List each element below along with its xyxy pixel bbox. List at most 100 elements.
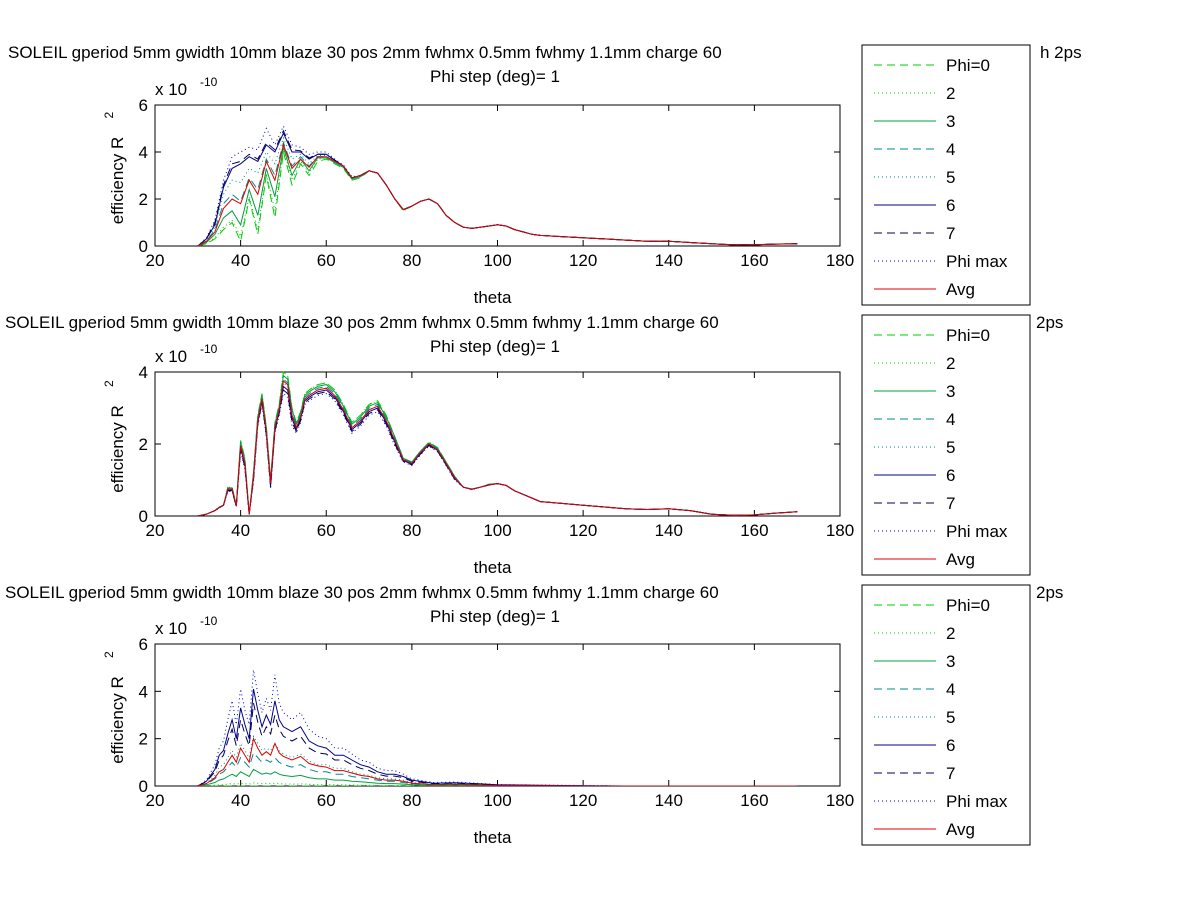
scale-exponent: -10 xyxy=(200,342,218,356)
series-line-avg xyxy=(197,143,798,246)
legend-entry-label: 7 xyxy=(946,764,955,783)
y-tick-label: 6 xyxy=(139,96,148,115)
y-axis-label: efficiency R xyxy=(108,137,127,225)
x-tick-label: 60 xyxy=(317,521,336,540)
x-axis-label: theta xyxy=(474,288,512,307)
x-tick-label: 100 xyxy=(483,791,511,810)
legend-entry-label: 6 xyxy=(946,196,955,215)
legend-entry-label: Phi=0 xyxy=(946,596,990,615)
x-axis-label: theta xyxy=(474,558,512,577)
scale-exponent: -10 xyxy=(200,614,218,628)
chart-title: SOLEIL gperiod 5mm gwidth 10mm blaze 30 … xyxy=(5,313,719,332)
legend-entry-label: 6 xyxy=(946,736,955,755)
x-tick-label: 80 xyxy=(402,791,421,810)
legend-entry-label: 2 xyxy=(946,84,955,103)
y-tick-label: 0 xyxy=(139,237,148,256)
scale-factor: x 10 xyxy=(155,347,187,366)
legend-entry-label: 5 xyxy=(946,168,955,187)
series-group xyxy=(197,371,798,516)
y-axis-label-exponent: 2 xyxy=(102,112,116,119)
legend-entry-label: 5 xyxy=(946,438,955,457)
x-tick-label: 180 xyxy=(826,791,854,810)
legend: Phi=0 2 3 4 5 6 7 Phi max Avg xyxy=(861,44,1031,306)
scale-factor: x 10 xyxy=(155,619,187,638)
chart-title-tail: 2ps xyxy=(1036,583,1063,602)
subplot-2: SOLEIL gperiod 5mm gwidth 10mm blaze 30 … xyxy=(5,313,1063,577)
y-axis-label-group: efficiency R 2 xyxy=(102,380,127,493)
y-axis-label-exponent: 2 xyxy=(102,651,116,658)
chart-subtitle: Phi step (deg)= 1 xyxy=(430,67,560,86)
subplot-1: SOLEIL gperiod 5mm gwidth 10mm blaze 30 … xyxy=(8,43,1082,307)
x-tick-label: 160 xyxy=(740,251,768,270)
legend-entry-label: 3 xyxy=(946,652,955,671)
legend-box xyxy=(861,44,1031,306)
x-tick-label: 180 xyxy=(826,251,854,270)
chart-title-tail: 2ps xyxy=(1036,313,1063,332)
legend-box xyxy=(861,314,1031,576)
y-axis-label-group: efficiency R 2 xyxy=(102,112,127,225)
legend-box xyxy=(861,584,1031,846)
y-tick-label: 0 xyxy=(139,777,148,796)
y-tick-label: 4 xyxy=(139,363,148,382)
legend-entry-label: Avg xyxy=(946,820,975,839)
x-tick-label: 160 xyxy=(740,521,768,540)
series-line-2 xyxy=(197,149,798,246)
x-tick-label: 80 xyxy=(402,251,421,270)
legend-entry-label: Phi max xyxy=(946,792,1008,811)
legend-entry-label: Avg xyxy=(946,550,975,569)
series-line-avg xyxy=(197,737,798,786)
legend-entry-label: 2 xyxy=(946,354,955,373)
chart-subtitle: Phi step (deg)= 1 xyxy=(430,607,560,626)
chart-title-tail: h 2ps xyxy=(1040,43,1082,62)
series-line-4 xyxy=(197,751,798,786)
y-axis-label: efficiency R xyxy=(108,676,127,764)
y-tick-label: 2 xyxy=(139,730,148,749)
x-tick-label: 20 xyxy=(146,251,165,270)
x-tick-label: 140 xyxy=(655,251,683,270)
x-tick-label: 120 xyxy=(569,791,597,810)
x-tick-label: 60 xyxy=(317,791,336,810)
scale-exponent: -10 xyxy=(200,75,218,89)
x-axis-label: theta xyxy=(474,828,512,847)
x-tick-label: 100 xyxy=(483,251,511,270)
series-line-5 xyxy=(197,734,798,786)
legend-entry-label: Phi=0 xyxy=(946,56,990,75)
y-tick-label: 6 xyxy=(139,635,148,654)
x-tick-label: 20 xyxy=(146,521,165,540)
legend-entry-label: Phi=0 xyxy=(946,326,990,345)
y-tick-label: 4 xyxy=(139,143,148,162)
subplot-3: SOLEIL gperiod 5mm gwidth 10mm blaze 30 … xyxy=(5,583,1063,847)
legend-entry-label: 4 xyxy=(946,410,955,429)
x-tick-label: 120 xyxy=(569,521,597,540)
y-tick-label: 4 xyxy=(139,682,148,701)
x-tick-label: 40 xyxy=(231,521,250,540)
legend-entry-label: 6 xyxy=(946,466,955,485)
scale-factor: x 10 xyxy=(155,80,187,99)
y-axis-label: efficiency R xyxy=(108,405,127,493)
legend-entry-label: Phi max xyxy=(946,522,1008,541)
series-group xyxy=(197,124,798,246)
y-axis-label-exponent: 2 xyxy=(102,380,116,387)
chart-title: SOLEIL gperiod 5mm gwidth 10mm blaze 30 … xyxy=(8,43,722,62)
chart-subtitle: Phi step (deg)= 1 xyxy=(430,337,560,356)
x-tick-label: 60 xyxy=(317,251,336,270)
legend-entry-label: 5 xyxy=(946,708,955,727)
legend-entry-label: 3 xyxy=(946,382,955,401)
chart-title: SOLEIL gperiod 5mm gwidth 10mm blaze 30 … xyxy=(5,583,719,602)
y-axis-label-group: efficiency R 2 xyxy=(102,651,127,764)
legend-entry-label: 4 xyxy=(946,140,955,159)
legend-entry-label: 7 xyxy=(946,494,955,513)
x-tick-label: 140 xyxy=(655,521,683,540)
legend: Phi=0 2 3 4 5 6 7 Phi max Avg xyxy=(861,314,1031,576)
x-tick-label: 20 xyxy=(146,791,165,810)
x-tick-label: 120 xyxy=(569,251,597,270)
legend: Phi=0 2 3 4 5 6 7 Phi max Avg xyxy=(861,584,1031,846)
y-tick-label: 2 xyxy=(139,435,148,454)
legend-entry-label: Phi max xyxy=(946,252,1008,271)
legend-entry-label: 3 xyxy=(946,112,955,131)
x-tick-label: 140 xyxy=(655,791,683,810)
series-line-avg xyxy=(197,380,798,516)
x-tick-label: 180 xyxy=(826,521,854,540)
legend-entry-label: 7 xyxy=(946,224,955,243)
